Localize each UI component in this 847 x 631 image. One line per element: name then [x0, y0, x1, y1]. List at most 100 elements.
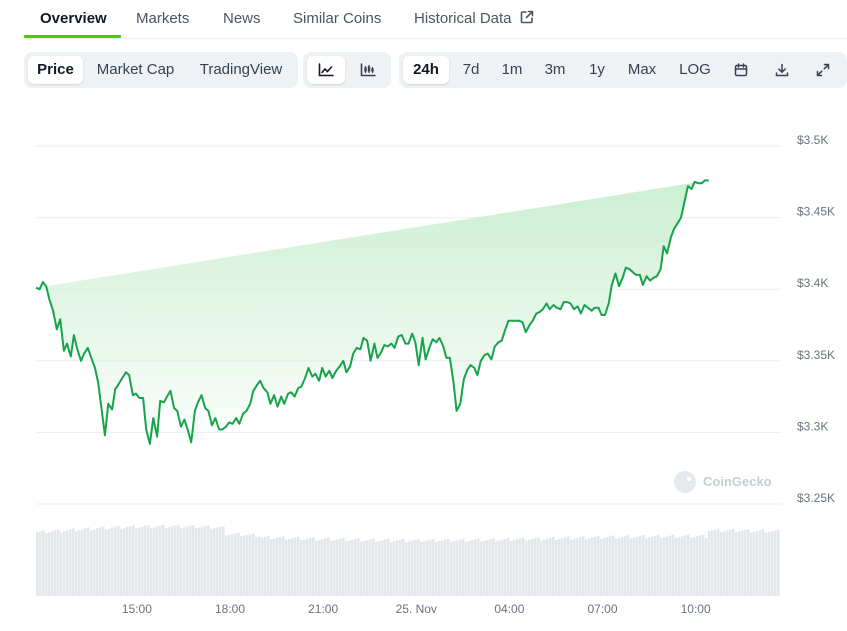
fullscreen-button[interactable]	[807, 56, 839, 84]
volume-bar	[114, 526, 117, 596]
volume-bar	[522, 537, 525, 596]
calendar-button[interactable]	[725, 56, 757, 84]
volume-bar	[345, 541, 348, 596]
volume-bar	[159, 525, 162, 596]
volume-bar	[681, 536, 684, 596]
volume-bar	[426, 540, 429, 596]
tab-news[interactable]: News	[223, 10, 261, 27]
volume-bar	[204, 526, 207, 596]
volume-bar	[378, 541, 381, 596]
volume-bar	[357, 538, 360, 596]
tab-historical-data[interactable]: Historical Data	[414, 0, 534, 37]
tab-similar-coins[interactable]: Similar Coins	[293, 10, 382, 27]
volume-bar	[354, 539, 357, 596]
volume-bar	[252, 533, 255, 596]
volume-bar	[762, 529, 765, 596]
volume-bar	[546, 538, 549, 596]
volume-bar	[654, 535, 657, 596]
y-tick-label: $3.45K	[797, 205, 835, 219]
volume-bar	[297, 536, 300, 596]
volume-bar	[129, 526, 132, 596]
volume-bar	[648, 537, 651, 596]
volume-bar	[393, 541, 396, 596]
price-button[interactable]: Price	[28, 56, 83, 84]
volume-bar	[465, 541, 468, 596]
range-1y-button[interactable]: 1y	[589, 61, 605, 78]
volume-bar	[411, 540, 414, 596]
volume-bar	[531, 539, 534, 596]
range-max-button[interactable]: Max	[627, 61, 657, 78]
volume-bar	[516, 539, 519, 596]
volume-bar	[564, 537, 567, 596]
volume-bar	[51, 531, 54, 596]
active-tab-indicator	[24, 35, 121, 38]
volume-bar	[330, 540, 333, 596]
download-icon	[775, 63, 789, 77]
volume-bar	[342, 537, 345, 596]
volume-bar	[60, 532, 63, 596]
tab-overview[interactable]: Overview	[40, 10, 107, 27]
download-button[interactable]	[766, 56, 798, 84]
volume-bar	[579, 537, 582, 596]
volume-bar	[69, 529, 72, 596]
volume-bar	[615, 538, 618, 596]
volume-bar	[744, 530, 747, 596]
volume-bar	[450, 542, 453, 596]
candlestick-chart-button[interactable]	[349, 56, 387, 84]
volume-bar	[642, 535, 645, 596]
volume-bar	[390, 541, 393, 596]
volume-bar	[90, 530, 93, 596]
volume-bar	[291, 538, 294, 596]
volume-bar	[54, 530, 57, 596]
volume-bar	[264, 536, 267, 596]
volume-bar	[714, 529, 717, 596]
volume-bar	[558, 539, 561, 596]
volume-bar	[561, 538, 564, 596]
volume-bar	[216, 527, 219, 596]
volume-bar	[489, 539, 492, 596]
line-chart-button[interactable]	[307, 56, 345, 84]
volume-bar	[660, 538, 663, 596]
volume-bar	[75, 531, 78, 596]
range-3m-button[interactable]: 3m	[544, 61, 566, 78]
volume-bar	[210, 528, 213, 596]
volume-bar	[405, 542, 408, 596]
volume-bar	[477, 538, 480, 596]
volume-bar	[711, 530, 714, 596]
volume-bar	[366, 540, 369, 596]
tradingview-button[interactable]: TradingView	[199, 61, 283, 78]
volume-bar	[123, 528, 126, 596]
volume-bar	[132, 525, 135, 596]
tab-markets[interactable]: Markets	[136, 10, 190, 27]
volume-bar	[102, 526, 105, 596]
market-cap-button[interactable]: Market Cap	[96, 61, 175, 78]
volume-bars	[36, 524, 780, 596]
log-scale-button[interactable]: LOG	[679, 61, 711, 78]
volume-bar	[612, 535, 615, 596]
range-1m-button[interactable]: 1m	[501, 61, 523, 78]
volume-bar	[48, 532, 51, 596]
volume-bar	[474, 539, 477, 596]
volume-bar	[150, 528, 153, 596]
volume-bar	[399, 539, 402, 596]
volume-bar	[759, 530, 762, 596]
volume-bar	[675, 537, 678, 596]
volume-bar	[255, 537, 258, 596]
volume-bar	[303, 539, 306, 596]
volume-bar	[777, 529, 780, 596]
range-24h-button[interactable]: 24h	[403, 56, 449, 84]
volume-bar	[420, 542, 423, 596]
volume-bar	[525, 540, 528, 596]
volume-bar	[72, 528, 75, 596]
range-7d-button[interactable]: 7d	[462, 61, 480, 78]
volume-bar	[717, 528, 720, 596]
volume-bar	[372, 538, 375, 596]
volume-bar	[657, 534, 660, 596]
volume-bar	[492, 538, 495, 596]
volume-bar	[513, 540, 516, 596]
volume-bar	[207, 525, 210, 596]
volume-bar	[375, 541, 378, 596]
volume-bar	[603, 538, 606, 596]
volume-bar	[351, 539, 354, 596]
